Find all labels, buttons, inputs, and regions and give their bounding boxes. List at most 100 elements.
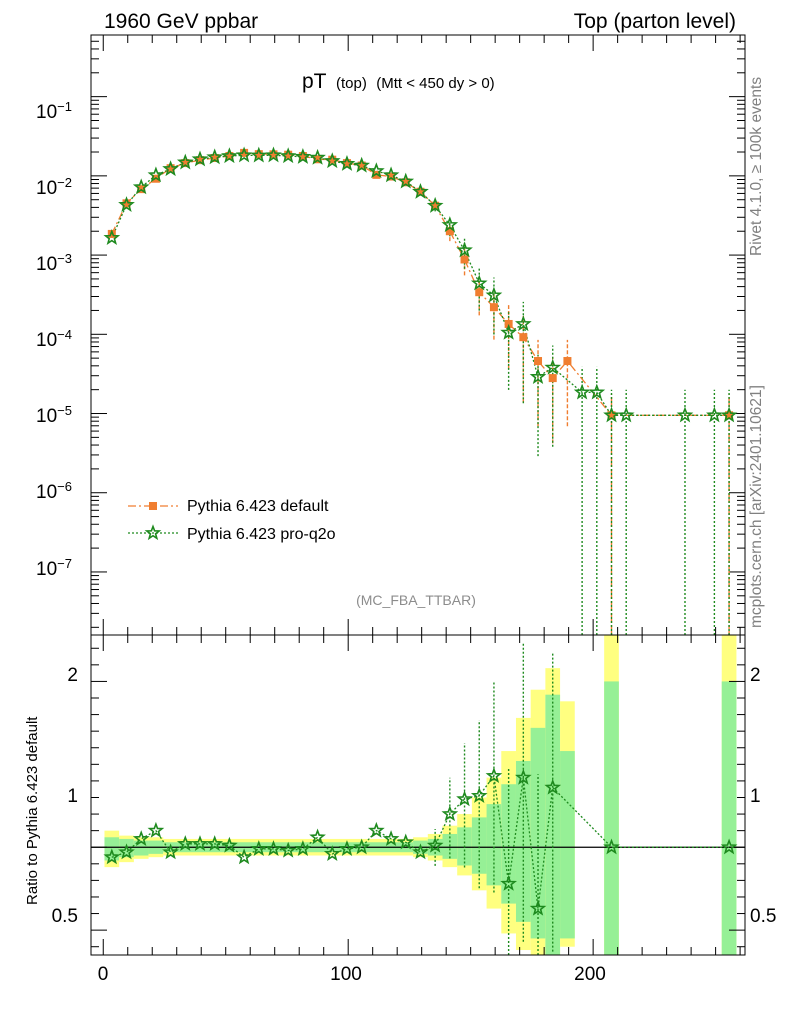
plot-title-sub1: (top) [336, 75, 367, 92]
q2o-point [529, 368, 547, 384]
q2o-point [191, 150, 209, 167]
ratio-ytick-label-right-1: 1 [750, 786, 761, 807]
ytick-label-1e-4: 10−4 [36, 327, 72, 352]
default-point [387, 172, 396, 181]
ratio-point [323, 845, 341, 861]
ratio-point [103, 848, 121, 865]
ratio-point [397, 833, 415, 850]
q2o-point [309, 148, 326, 165]
default-point [225, 152, 234, 161]
default-point [460, 255, 469, 264]
header-left: 1960 GeV ppbar [104, 10, 258, 33]
q2o-point [544, 358, 562, 375]
ratio-point [206, 835, 224, 852]
plot-title-sub2: (Mtt < 450 dy > 0) [376, 75, 494, 92]
default-point [181, 159, 190, 168]
mcplots-label: mcplots.cern.ch [arXiv:2401.10621] [748, 385, 765, 628]
q2o-point [221, 147, 238, 164]
default-point [357, 161, 366, 170]
ratio-point [118, 843, 135, 860]
ratio-point [603, 838, 620, 855]
q2o-point [265, 146, 282, 163]
main-frame [90, 34, 746, 636]
ratio-ytick-label-0.5: 0.5 [52, 906, 78, 927]
ratio-point [235, 848, 253, 865]
ratio-band-inner [486, 804, 502, 886]
q2o-point [382, 166, 400, 183]
ratio-point [265, 840, 282, 856]
ratio-ylabel: Ratio to Pythia 6.423 default [24, 716, 41, 905]
ratio-ytick-label-1: 1 [67, 786, 78, 807]
q2o-point [441, 216, 459, 233]
ratio-series-layer [91, 643, 745, 955]
default-point [196, 156, 204, 165]
q2o-point [323, 152, 341, 169]
q2o-point [426, 196, 444, 213]
ratio-point [544, 778, 562, 795]
q2o-point [147, 166, 165, 183]
default-point [607, 411, 616, 420]
default-point [548, 374, 557, 383]
legend-marker-default [128, 502, 178, 510]
default-point [372, 170, 381, 179]
ytick-label-1e-6: 10−6 [36, 479, 72, 504]
ytick-label-1e-2: 10−2 [36, 175, 72, 200]
default-point [489, 303, 498, 312]
q2o-point [456, 241, 473, 258]
q2o-point [279, 147, 297, 164]
q2o-point [206, 148, 224, 165]
ratio-point [309, 828, 326, 845]
ratio-point [720, 838, 738, 855]
q2o-point [250, 146, 268, 163]
ratio-point [132, 830, 150, 847]
ratio-point [191, 835, 209, 852]
default-point [563, 357, 572, 366]
q2o-point [617, 406, 635, 423]
legend-square-default [149, 502, 157, 510]
q2o-point [514, 315, 532, 332]
default-point [269, 150, 278, 159]
ratio-point [162, 843, 179, 860]
default-point [107, 229, 116, 238]
q2o-point [162, 160, 179, 177]
ratio-point [338, 840, 356, 856]
main-panel: 10−7 10−6 10−5 10−4 10−3 10−2 10−1 [36, 34, 746, 636]
default-point [431, 201, 440, 210]
legend: Pythia 6.423 default Pythia 6.423 pro-q2… [128, 498, 336, 543]
default-point [298, 152, 307, 161]
ratio-point [441, 805, 459, 822]
legend-star-q2o [144, 524, 162, 541]
ratio-bands [104, 635, 737, 955]
default-point [725, 411, 734, 420]
default-point [328, 155, 337, 164]
q2o-point [353, 156, 371, 173]
ratio-point [221, 836, 238, 853]
q2o-point [397, 172, 415, 189]
analysis-tag: (MC_FBA_TTBAR) [356, 592, 476, 608]
header-right: Top (parton level) [574, 10, 736, 33]
q2o-point [485, 286, 503, 303]
default-point [519, 333, 528, 342]
plot-title: pT (top) (Mtt < 450 dy > 0) [302, 70, 495, 93]
ratio-point [529, 899, 547, 916]
xtick-label-100: 100 [330, 964, 362, 985]
q2o-point [412, 182, 429, 199]
q2o-point [132, 178, 150, 195]
ratio-point [412, 843, 429, 860]
ratio-band-inner [560, 751, 575, 939]
ratio-band-inner [501, 784, 516, 904]
q2o-point [338, 155, 356, 171]
ytick-label-1e-1: 10−1 [36, 99, 72, 124]
default-point [313, 155, 322, 164]
q2o-point [176, 153, 194, 170]
ratio-point [500, 874, 517, 891]
ratio-point [426, 836, 444, 853]
q2o-point [470, 274, 488, 291]
ratio-point [279, 841, 297, 858]
default-point [122, 199, 131, 208]
ratio-band-inner [545, 694, 561, 955]
default-point [210, 154, 219, 163]
ratio-axis-ticks [91, 635, 745, 955]
ratio-frame [90, 634, 746, 956]
xtick-label-200: 200 [574, 964, 606, 985]
